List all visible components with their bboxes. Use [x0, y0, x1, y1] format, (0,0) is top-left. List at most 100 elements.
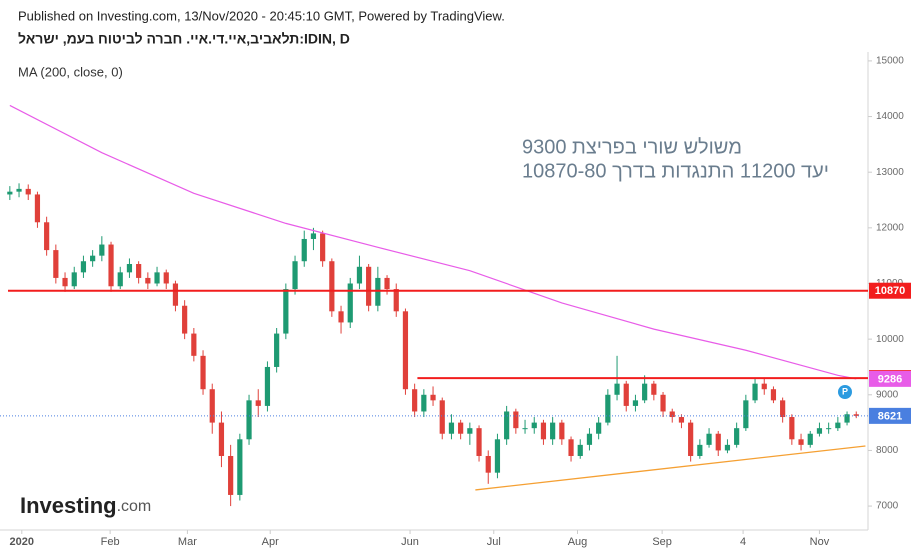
y-tick-label: 13000: [876, 167, 904, 178]
candle-body: [393, 289, 399, 312]
candle-body: [770, 389, 777, 401]
candle-body: [228, 455, 234, 495]
price-label-box: [869, 407, 911, 424]
candle-body: [430, 394, 436, 401]
chart-title: תלאביב,איי.די.איי. חברה לביטוח בעמ, ישרא…: [18, 31, 350, 47]
candle-body: [642, 383, 648, 401]
candle-body: [237, 439, 243, 495]
candle-body: [44, 222, 50, 251]
candle-body: [182, 305, 188, 334]
candle-body: [172, 283, 179, 306]
candle-body: [743, 400, 749, 429]
candle-body: [476, 428, 482, 456]
x-tick-label: 4: [740, 536, 746, 548]
candle-body: [347, 283, 353, 323]
candle-body: [329, 261, 335, 312]
ma-line: [9, 104, 857, 380]
candle-body: [816, 428, 823, 434]
candle-body: [283, 289, 289, 334]
candle-body: [62, 277, 68, 287]
candle-body: [651, 383, 657, 395]
candle-body: [246, 400, 252, 440]
candle-body: [688, 422, 694, 456]
y-tick-label: 14000: [876, 111, 904, 122]
candle-body: [108, 244, 114, 287]
candle-body: [384, 277, 390, 290]
candle-body: [752, 383, 758, 401]
x-tick-label: Feb: [101, 536, 120, 548]
candle-body: [292, 261, 298, 290]
candle-body: [34, 194, 41, 223]
candle-body: [458, 422, 464, 434]
candle-body: [586, 433, 593, 445]
candle-body: [559, 422, 565, 440]
candle-body: [540, 422, 547, 440]
candle-body: [614, 383, 620, 395]
candle-body: [605, 394, 611, 423]
candle-body: [356, 266, 363, 284]
candle-body: [99, 244, 105, 256]
candle-body: [117, 272, 123, 287]
trend-line: [475, 445, 866, 491]
watermark: Investing.com: [20, 493, 151, 518]
candle-body: [697, 444, 703, 456]
candle-body: [90, 255, 96, 262]
candle-body: [761, 383, 767, 390]
candle-body: [402, 311, 409, 390]
candle-body: [669, 411, 675, 418]
candle-body: [421, 394, 427, 412]
candle-body: [71, 272, 77, 287]
candle-body: [504, 411, 510, 440]
candle-body: [191, 333, 197, 356]
candle-body: [338, 311, 344, 323]
y-tick-label: 15000: [876, 56, 904, 67]
candle-body: [154, 272, 160, 284]
candle-body: [448, 422, 455, 434]
x-tick-label: Mar: [178, 536, 197, 548]
candle-body: [706, 433, 712, 445]
candle-body: [596, 422, 602, 434]
y-tick-label: 10000: [876, 334, 904, 345]
candle-body: [513, 411, 519, 429]
candle-body: [145, 277, 151, 284]
annotation: יעד 11200 התנגדות בדרך 10870-80: [522, 160, 829, 182]
candle-body: [734, 428, 740, 445]
candle-body: [835, 422, 841, 429]
candle-body: [826, 428, 832, 430]
candle-body: [494, 439, 501, 473]
event-icon: [838, 385, 852, 399]
candle-body: [320, 233, 326, 262]
candle-body: [25, 188, 31, 195]
candle-body: [375, 277, 381, 306]
candle-body: [209, 389, 215, 423]
y-tick-label: 7000: [876, 501, 899, 512]
candle-body: [623, 383, 629, 406]
candle-body: [678, 417, 685, 423]
header: Published on Investing.com, 13/Nov/2020 …: [18, 8, 505, 23]
candle-body: [715, 433, 721, 451]
candle-body: [16, 188, 22, 192]
candle-body: [724, 444, 731, 451]
candle-body: [844, 414, 850, 423]
price-label-box: [869, 282, 911, 299]
candle-body: [798, 439, 804, 445]
candle-body: [255, 400, 261, 406]
x-tick-label: Jun: [401, 536, 419, 548]
price-label: 8621: [878, 410, 902, 422]
price-label: 10870: [875, 285, 906, 297]
x-tick-label: Aug: [568, 536, 588, 548]
x-tick-label: Nov: [810, 536, 830, 548]
candle-body: [310, 233, 317, 239]
candle-body: [853, 414, 859, 416]
candle-body: [366, 266, 372, 306]
event-icon-letter: P: [842, 386, 848, 396]
indicator-label: MA (200, close, 0): [18, 64, 123, 79]
candle-body: [136, 264, 142, 278]
candle-body: [264, 366, 271, 406]
candle-body: [550, 422, 556, 440]
candle-body: [807, 433, 813, 445]
candle-body: [789, 417, 795, 440]
candle-body: [163, 272, 169, 284]
price-label: 9286: [878, 373, 902, 385]
y-tick-label: 12000: [876, 222, 904, 233]
